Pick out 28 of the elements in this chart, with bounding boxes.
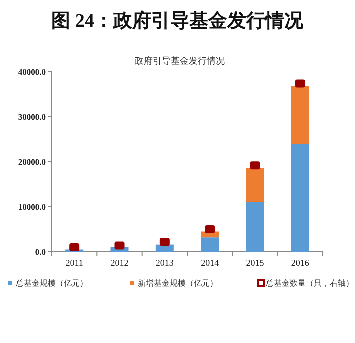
point xyxy=(70,244,80,252)
x-tick-label: 2016 xyxy=(291,258,310,268)
y-tick-label: 10000.0 xyxy=(18,202,46,212)
point xyxy=(250,162,260,170)
y-tick-label: 20000.0 xyxy=(18,157,46,167)
chart-subtitle: 政府引导基金发行情况 xyxy=(135,56,225,66)
x-tick-label: 2011 xyxy=(66,258,84,268)
bar xyxy=(246,202,264,252)
y-tick-label: 0.0 xyxy=(35,247,46,257)
point xyxy=(114,242,125,250)
y-tick-label: 40000.0 xyxy=(18,67,46,77)
bar xyxy=(291,144,310,252)
point xyxy=(295,80,306,88)
point xyxy=(160,238,170,246)
legend-label: 新增基金规模（亿元） xyxy=(138,279,218,288)
point xyxy=(205,226,216,234)
bar xyxy=(246,168,264,202)
x-tick-label: 2015 xyxy=(246,258,265,268)
legend-label: 总基金规模（亿元） xyxy=(15,279,88,288)
x-tick-label: 2013 xyxy=(156,258,174,268)
y-tick-label: 30000.0 xyxy=(18,112,46,122)
x-tick-label: 2012 xyxy=(110,258,129,268)
bar xyxy=(201,238,220,252)
chart-title: 图 24：政府引导基金发行情况 xyxy=(52,10,304,32)
x-tick-label: 2014 xyxy=(201,258,220,268)
legend-label: 总基金数量（只，右轴） xyxy=(265,279,354,288)
bar xyxy=(291,86,310,144)
bar xyxy=(156,244,174,252)
